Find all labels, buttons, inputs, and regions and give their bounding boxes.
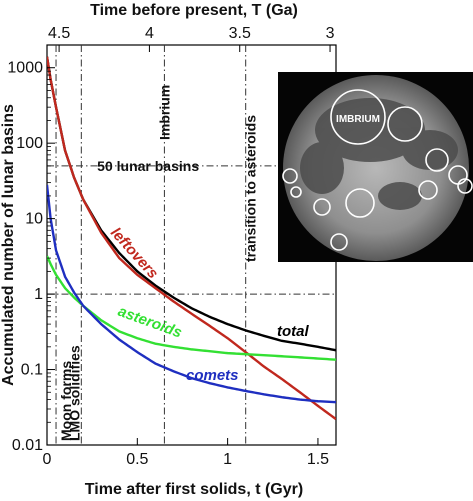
x-tick-label: 1 bbox=[223, 451, 232, 468]
y-tick-label: 0.1 bbox=[21, 362, 43, 379]
annotation-lmo-solidifies: LMO solidifies bbox=[66, 345, 82, 441]
series-label-total: total bbox=[277, 323, 309, 340]
top-tick-label: 3.5 bbox=[229, 25, 251, 42]
y-tick-label: 10 bbox=[25, 211, 43, 228]
y-tick-label: 0.01 bbox=[12, 437, 43, 454]
x-tick-label: 1.5 bbox=[307, 451, 329, 468]
tick-labels: 0 0.5 1 1.5 4.5 4 3.5 3 0.01 0.1 1 10 100 1000 bbox=[7, 25, 334, 468]
top-tick-label: 4.5 bbox=[48, 25, 70, 42]
mare-regions bbox=[300, 98, 458, 210]
series-lines bbox=[47, 56, 336, 421]
series-label-asteroids: asteroids bbox=[116, 303, 184, 342]
basin-circles bbox=[282, 89, 473, 251]
x-axis-title: Time after first solids, t (Gyr) bbox=[85, 481, 303, 498]
series-line-leftovers bbox=[47, 56, 336, 421]
series-line-comets bbox=[47, 184, 336, 404]
y-tick-label: 1000 bbox=[7, 60, 43, 77]
axis-ticks bbox=[46, 45, 331, 446]
inset-label-imbrium: IMBRIUM bbox=[336, 114, 380, 125]
y-tick-label: 100 bbox=[16, 135, 43, 152]
top-axis-title: Time before present, T (Ga) bbox=[90, 2, 298, 19]
y-tick-label: 1 bbox=[34, 286, 43, 303]
series-line-asteroids bbox=[47, 255, 336, 361]
annotation-transition-to-asteroids: transition to asteroids bbox=[243, 115, 259, 262]
x-tick-label: 0.5 bbox=[126, 451, 148, 468]
x-tick-label: 0 bbox=[43, 451, 52, 468]
series-label-comets: comets bbox=[186, 367, 239, 384]
moon-inset: IMBRIUM bbox=[278, 72, 473, 262]
top-tick-label: 3 bbox=[326, 25, 335, 42]
top-tick-label: 4 bbox=[145, 25, 154, 42]
y-axis-title: Accumulated number of lunar basins bbox=[0, 104, 17, 386]
annotation-moon-forms: Moon forms bbox=[58, 361, 74, 441]
annotation-imbrium: Imbrium bbox=[156, 85, 172, 140]
annotation-50-lunar-basins: 50 lunar basins bbox=[97, 158, 199, 174]
